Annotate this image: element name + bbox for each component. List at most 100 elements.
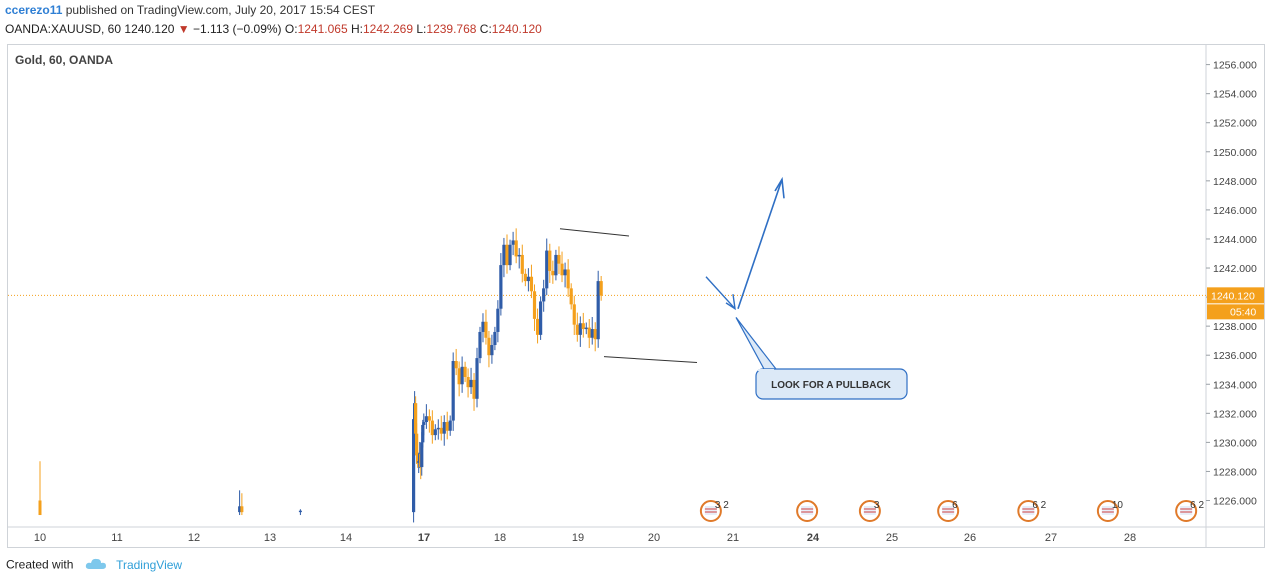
- x-tick-label: 21: [727, 532, 739, 544]
- event-count: 10: [1112, 500, 1124, 511]
- candle-body: [520, 254, 524, 274]
- us-flag-icon: [704, 506, 717, 515]
- candle-body: [499, 265, 503, 309]
- candle-body: [417, 461, 421, 463]
- candle-body: [496, 308, 500, 332]
- candle-body: [414, 403, 418, 434]
- y-tick-label: 1234.000: [1213, 379, 1257, 391]
- candle-body: [422, 422, 426, 425]
- event-count: 6: [952, 500, 958, 511]
- candle-body: [563, 269, 567, 276]
- candle-body: [493, 331, 497, 346]
- candle-body: [421, 424, 425, 443]
- candle-body: [539, 301, 543, 335]
- y-tick-label: 1256.000: [1213, 60, 1257, 72]
- candle-body: [535, 318, 540, 335]
- candle-body: [475, 358, 479, 399]
- candle-body: [442, 422, 446, 434]
- publish-line: ccerezo11 published on TradingView.com, …: [5, 3, 375, 17]
- candle-body: [566, 269, 570, 289]
- y-tick-label: 1238.000: [1213, 321, 1257, 333]
- pullback-arrowhead-icon: [725, 294, 736, 311]
- candle-body: [451, 361, 455, 421]
- event-count: 6 2: [1190, 500, 1204, 511]
- candle-body: [238, 506, 242, 513]
- y-tick-label: 1246.000: [1213, 205, 1257, 217]
- us-flag-icon: [1022, 506, 1035, 515]
- y-tick-label: 1244.000: [1213, 234, 1257, 246]
- y-tick-label: 1242.000: [1213, 263, 1257, 275]
- x-tick-label: 27: [1045, 532, 1057, 544]
- candle-body: [460, 366, 464, 385]
- y-tick-label: 1236.000: [1213, 350, 1257, 362]
- y-tick-label: 1232.000: [1213, 408, 1257, 420]
- footer: Created with TradingView: [6, 557, 182, 574]
- current-price-label: 1240.120: [1211, 290, 1255, 302]
- candle-body: [412, 419, 416, 513]
- low-value: 1239.768: [426, 22, 477, 36]
- candle-body: [433, 429, 437, 436]
- candle-body: [587, 327, 591, 338]
- x-tick-label: 24: [807, 532, 820, 544]
- candle-body: [298, 510, 302, 513]
- candle-body: [484, 321, 488, 338]
- candle-body: [508, 244, 512, 266]
- candle-body: [569, 288, 573, 305]
- x-tick-label: 17: [418, 532, 430, 544]
- countdown-badge: [1207, 304, 1264, 320]
- pullback-arrow-line: [705, 276, 736, 310]
- candle-body: [487, 337, 491, 356]
- candle-body: [578, 323, 582, 335]
- event-count: 6 2: [1032, 500, 1046, 511]
- candle-body: [420, 442, 424, 468]
- candle-body: [590, 329, 594, 338]
- breakout-arrow-line: [737, 179, 783, 309]
- x-tick-label: 20: [648, 532, 660, 544]
- candle-body: [481, 321, 485, 332]
- candle-body: [596, 281, 600, 340]
- open-value: 1241.065: [297, 22, 348, 36]
- event-count: 3: [874, 500, 880, 511]
- candle-body: [593, 329, 597, 340]
- candle-body: [424, 416, 428, 423]
- author-name[interactable]: ccerezo11: [5, 3, 63, 17]
- candle-body: [581, 323, 585, 330]
- high-value: 1242.269: [362, 22, 414, 36]
- open-label: O:: [284, 22, 298, 36]
- x-tick-label: 25: [886, 532, 898, 544]
- callout-box: [755, 368, 908, 400]
- candle-body: [502, 244, 506, 266]
- candle-body: [472, 379, 476, 399]
- y-tick-label: 1230.000: [1213, 437, 1257, 449]
- high-label: H:: [350, 22, 363, 36]
- candle-body: [448, 420, 452, 431]
- tradingview-cloud-icon: [85, 557, 107, 574]
- candle-body: [511, 240, 515, 245]
- countdown-label: 05:40: [1230, 306, 1256, 318]
- tradingview-link[interactable]: TradingView: [116, 557, 183, 572]
- candle-body: [463, 366, 467, 377]
- candle-body: [548, 250, 552, 271]
- candle-body: [554, 254, 558, 276]
- candle-body: [584, 327, 588, 330]
- y-tick-label: 1250.000: [1213, 147, 1257, 159]
- candle-body: [454, 361, 458, 369]
- us-flag-icon: [942, 506, 955, 515]
- x-tick-label: 28: [1124, 532, 1136, 544]
- candle-body: [514, 240, 518, 257]
- x-tick-label: 18: [494, 532, 506, 544]
- y-tick-label: 1228.000: [1213, 466, 1257, 478]
- candle-body: [599, 281, 603, 296]
- candle-body: [445, 422, 449, 431]
- x-tick-label: 19: [572, 532, 584, 544]
- candle-body: [416, 455, 420, 463]
- chart-frame: [7, 44, 1265, 548]
- last-price: 1240.120: [124, 22, 175, 36]
- created-with-text: Created with: [6, 557, 74, 572]
- candle-body: [439, 427, 443, 434]
- current-price-badge: [1207, 287, 1264, 304]
- ohlc-line: OANDA:XAUUSD, 60 1240.120 ▼ −1.113 (−0.0…: [5, 22, 542, 36]
- candle-body: [572, 304, 576, 325]
- candle-body: [523, 273, 527, 282]
